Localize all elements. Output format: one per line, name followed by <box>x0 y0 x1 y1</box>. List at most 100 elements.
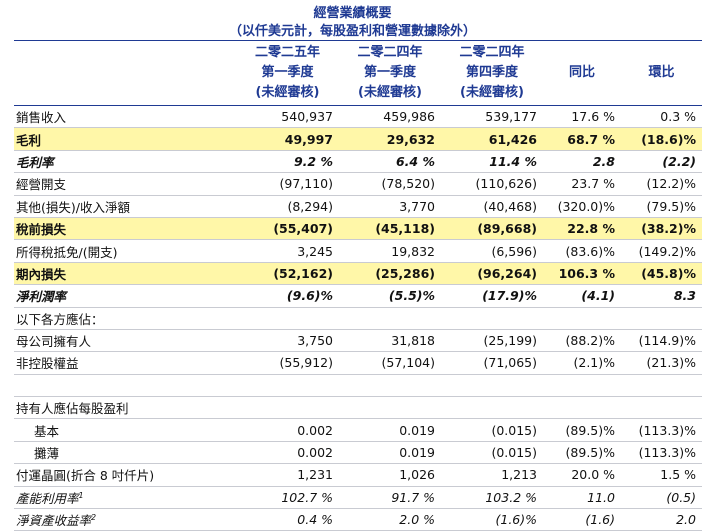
cell-value: 3,750 <box>236 329 339 353</box>
row-label-text: 其他(損失)/收入淨額 <box>16 199 130 215</box>
cell-value: (149.2)% <box>621 239 702 263</box>
row-label-text: 毛利率 <box>16 154 54 170</box>
cell-value <box>543 374 621 398</box>
cell-value: 9.2 % <box>236 150 339 174</box>
table-row: 期內損失 (52,162) (25,286) (96,264) 106.3 % (45.8… <box>14 262 702 286</box>
cell-value: (2.1)% <box>543 351 621 375</box>
cell-value: 11.0 <box>543 486 621 510</box>
row-label: 持有人應佔每股盈利 <box>14 396 236 420</box>
row-label-text: 所得稅抵免/(開支) <box>16 244 118 260</box>
cell-value: 3,245 <box>236 239 339 263</box>
cell-value: 49,997 <box>236 127 339 151</box>
cell-value: (113.3)% <box>621 441 702 465</box>
cell-value: (25,199) <box>441 329 543 353</box>
row-label-text: 付運晶圓(折合 8 吋仟片) <box>16 468 155 484</box>
cell-value: (110,626) <box>441 172 543 196</box>
column-header: 同比 <box>543 43 621 103</box>
row-label-text: 非控股權益 <box>16 356 79 372</box>
cell-value: 103.2 % <box>441 486 543 510</box>
cell-value: (113.3)% <box>621 418 702 442</box>
cell-value: (5.5)% <box>339 284 441 308</box>
row-label: 毛利 <box>14 127 236 151</box>
table-row: 母公司擁有人 3,750 31,818 (25,199) (88.2)% (114.9)% <box>14 329 702 353</box>
cell-value: (52,162) <box>236 262 339 286</box>
cell-value: (21.3)% <box>621 351 702 375</box>
cell-value: 0.019 <box>339 418 441 442</box>
cell-value <box>236 307 339 330</box>
table-row: 毛利率 9.2 % 6.4 % 11.4 % 2.8 (2.2) <box>14 150 702 174</box>
row-label: 產能利用率1 <box>14 486 236 510</box>
cell-value: (6,596) <box>441 239 543 263</box>
column-header-line: (未經審核) <box>255 85 320 100</box>
column-header-line: 第一季度 <box>363 65 416 80</box>
cell-value: (0.5) <box>621 486 702 510</box>
table-row: 以下各方應佔： <box>14 307 702 330</box>
row-label: 其他(損失)/收入淨額 <box>14 195 236 218</box>
column-header-line: 二零二四年 <box>357 45 423 60</box>
cell-value <box>543 396 621 420</box>
cell-value <box>236 374 339 398</box>
cell-value: (18.6)% <box>621 127 702 151</box>
row-label: 母公司擁有人 <box>14 329 236 353</box>
row-label: 以下各方應佔： <box>14 307 236 330</box>
row-label-text: 以下各方應佔： <box>16 311 104 327</box>
cell-value: 2.8 <box>543 150 621 174</box>
column-header-line: 環比 <box>648 65 675 80</box>
table-row: 非控股權益 (55,912) (57,104) (71,065) (2.1)% (21.3… <box>14 351 702 375</box>
top-rule <box>14 40 702 41</box>
column-header: 環比 <box>621 43 702 103</box>
row-label: 稅前損失 <box>14 217 236 241</box>
column-header: 二零二四年 第四季度 (未經審核) <box>441 43 543 103</box>
table-row: 經營開支 (97,110) (78,520) (110,626) 23.7 % (12.2… <box>14 172 702 196</box>
footnote-marker: 2 <box>91 513 97 523</box>
cell-value: 1,231 <box>236 463 339 487</box>
cell-value: 61,426 <box>441 127 543 151</box>
cell-value: 106.3 % <box>543 262 621 286</box>
cell-value: (38.2)% <box>621 217 702 241</box>
cell-value: (71,065) <box>441 351 543 375</box>
row-label: 攤薄 <box>14 441 236 465</box>
column-header-line: 二零二四年 <box>459 45 525 60</box>
cell-value <box>543 307 621 330</box>
row-label: 毛利率 <box>14 150 236 174</box>
cell-value: (78,520) <box>339 172 441 196</box>
row-label: 付運晶圓(折合 8 吋仟片) <box>14 463 236 487</box>
table-row: 稅前損失 (55,407) (45,118) (89,668) 22.8 % (38.2)… <box>14 217 702 241</box>
table-row: 所得稅抵免/(開支) 3,245 19,832 (6,596) (83.6)% (149.… <box>14 239 702 263</box>
cell-value <box>339 374 441 398</box>
row-label <box>14 374 236 398</box>
cell-value: 11.4 % <box>441 150 543 174</box>
row-label-text: 淨資產收益率 <box>16 513 92 529</box>
cell-value: 102.7 % <box>236 486 339 510</box>
cell-value: (88.2)% <box>543 329 621 353</box>
cell-value: (89.5)% <box>543 441 621 465</box>
cell-value <box>339 396 441 420</box>
cell-value: (1.6) <box>543 508 621 531</box>
table-row: 其他(損失)/收入淨額 (8,294) 3,770 (40,468) (320.0)%(… <box>14 195 702 218</box>
row-label-text: 淨利潤率 <box>16 289 67 305</box>
cell-value: 91.7 % <box>339 486 441 510</box>
row-label: 所得稅抵免/(開支) <box>14 239 236 263</box>
cell-value: 1,026 <box>339 463 441 487</box>
table-row <box>14 374 702 398</box>
cell-value <box>621 307 702 330</box>
cell-value: 1.5 % <box>621 463 702 487</box>
row-label: 期內損失 <box>14 262 236 286</box>
results-table: 銷售收入 540,937 459,986 539,177 17.6 % 0.3 % 毛利 49… <box>14 106 702 531</box>
row-label: 經營開支 <box>14 172 236 196</box>
cell-value: (97,110) <box>236 172 339 196</box>
footnote-marker: 1 <box>78 490 84 500</box>
cell-value: (79.5)% <box>621 195 702 218</box>
table-row: 銷售收入 540,937 459,986 539,177 17.6 % 0.3 % <box>14 106 702 129</box>
report-subtitle: （以仟美元計，每股盈利和營運數據除外） <box>228 24 476 39</box>
column-header-line <box>621 83 702 103</box>
row-label-text: 攤薄 <box>34 446 60 462</box>
cell-value: (55,407) <box>236 217 339 241</box>
row-label-text: 毛利 <box>16 132 42 148</box>
table-row: 攤薄 0.002 0.019 (0.015) (89.5)% (113.3)% <box>14 441 702 465</box>
row-label-text: 期內損失 <box>16 266 67 282</box>
cell-value: 2.0 <box>621 508 702 531</box>
column-header-line: 同比 <box>568 65 595 80</box>
cell-value: (17.9)% <box>441 284 543 308</box>
